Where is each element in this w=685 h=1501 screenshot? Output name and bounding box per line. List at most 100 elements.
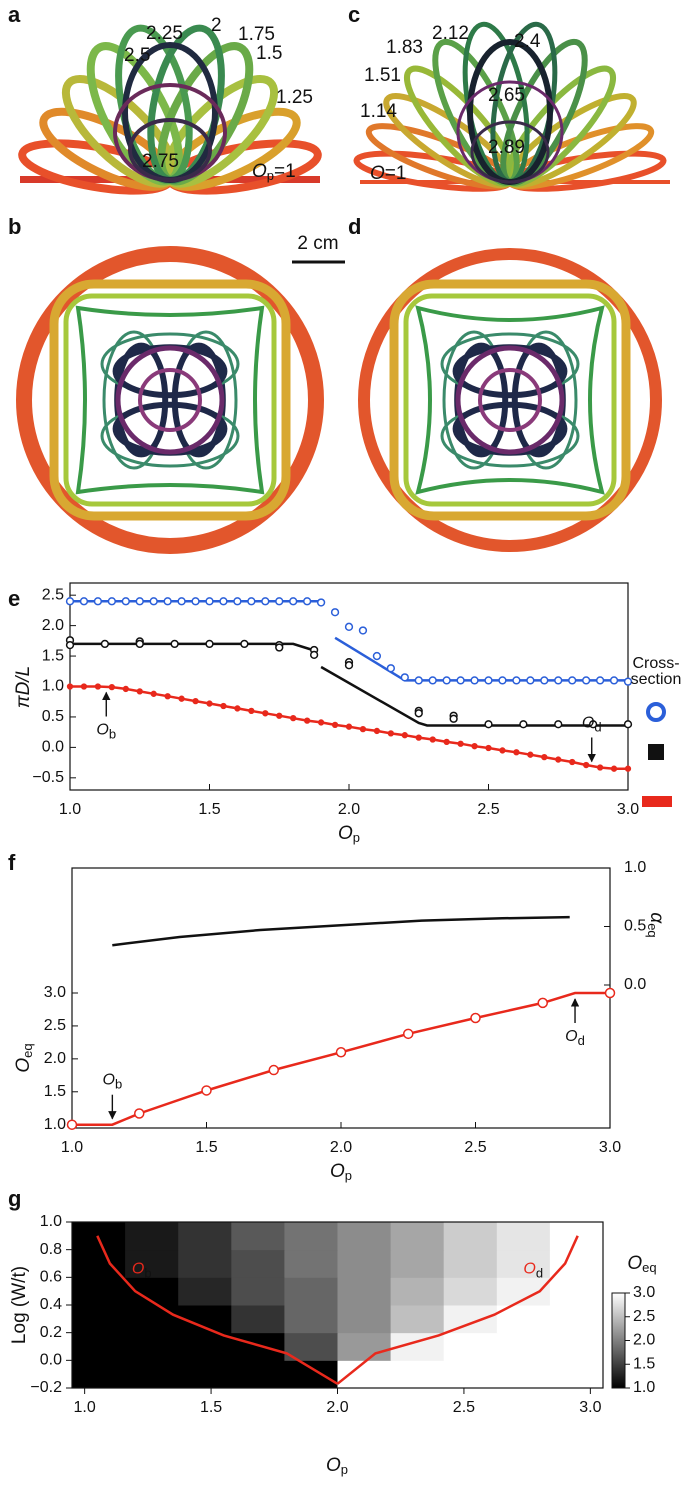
legend-title: section <box>631 671 682 688</box>
data-point <box>192 697 199 705</box>
loop <box>415 305 605 495</box>
heatmap-cell <box>390 1305 445 1334</box>
data-point <box>66 683 74 690</box>
data-point <box>317 719 325 726</box>
data-point <box>344 661 354 670</box>
data-point <box>358 626 368 635</box>
x-tick-label: 2.0 <box>330 1139 352 1156</box>
heatmap-cell <box>496 1360 551 1389</box>
loop <box>115 345 225 455</box>
heatmap-cell <box>231 1249 285 1278</box>
data-point <box>289 597 298 606</box>
data-point <box>526 676 535 685</box>
data-point <box>540 676 549 685</box>
colorbar-tick-label: 1.0 <box>633 1379 655 1396</box>
series-line <box>112 915 570 947</box>
data-point <box>135 639 144 649</box>
y-tick-label: 0.5 <box>42 708 64 725</box>
data-point <box>345 723 353 730</box>
heatmap-cell <box>125 1332 179 1361</box>
y-tick-label: 2.0 <box>44 1050 66 1067</box>
x-tick-label: 2.0 <box>326 1399 348 1416</box>
data-point <box>400 673 409 682</box>
annotation: Od <box>565 1028 585 1048</box>
data-point <box>498 676 507 685</box>
heatmap-cell <box>337 1222 392 1251</box>
data-point <box>150 690 157 697</box>
heatmap-cell <box>549 1277 604 1306</box>
label-main: O <box>103 1072 115 1089</box>
x-tick-label: 2.5 <box>453 1399 475 1416</box>
data-point <box>554 720 563 729</box>
data-point <box>108 683 115 691</box>
data-point <box>484 676 493 685</box>
y-tick-label: 1.5 <box>42 647 64 664</box>
data-point <box>428 676 437 685</box>
data-point <box>443 738 450 746</box>
data-point <box>100 639 110 649</box>
legend-marker <box>646 702 666 722</box>
data-point <box>403 1028 414 1040</box>
heatmap-cell <box>72 1305 126 1334</box>
label-main: O <box>330 1161 345 1182</box>
x-axis-label: Op <box>338 823 360 845</box>
data-point <box>568 676 577 685</box>
heatmap-cell <box>337 1277 392 1306</box>
label-sub: p <box>345 1168 352 1183</box>
data-point <box>457 740 464 747</box>
y-axis-label: πD/L <box>13 666 34 708</box>
x-tick-label: 3.0 <box>599 1139 621 1156</box>
data-point <box>122 685 129 693</box>
data-point <box>537 997 548 1009</box>
data-point <box>414 676 423 685</box>
x-tick-label: 1.0 <box>74 1399 96 1416</box>
label-main: O <box>523 1261 535 1278</box>
data-point <box>595 676 605 685</box>
data-point <box>415 734 422 741</box>
data-point <box>163 597 172 606</box>
data-point <box>94 683 102 690</box>
heatmap-cell <box>284 1222 338 1251</box>
data-point <box>240 639 249 649</box>
data-point <box>470 676 479 685</box>
x-tick-label: 2.0 <box>338 801 360 818</box>
data-point <box>261 597 270 606</box>
label-sub: eq <box>642 1260 656 1275</box>
ring <box>16 246 324 554</box>
y-tick-label: 1.0 <box>42 678 64 695</box>
heatmap-cell <box>178 1332 232 1361</box>
colorbar-tick-label: 2.0 <box>633 1332 655 1349</box>
data-point <box>309 650 319 659</box>
data-point <box>276 712 283 719</box>
y-tick-label: 1.5 <box>44 1083 66 1100</box>
data-point <box>219 597 228 606</box>
panel-label: g <box>8 1186 21 1211</box>
y-tick-label: 0.8 <box>40 1241 62 1258</box>
heatmap-cell <box>231 1305 285 1334</box>
annotation: Ob <box>132 1261 152 1281</box>
x-tick-label: 2.5 <box>477 801 499 818</box>
data-point <box>582 676 591 685</box>
data-point <box>262 710 269 717</box>
y2-tick-label: 0.0 <box>624 976 646 993</box>
heatmap-cell <box>337 1305 392 1334</box>
heatmap-cell <box>443 1332 498 1361</box>
data-point <box>623 720 633 729</box>
data-point <box>135 597 144 606</box>
label-sub: p <box>353 830 360 845</box>
heatmap-cell <box>496 1222 551 1251</box>
boundary-curve <box>336 1235 579 1385</box>
series-line <box>70 642 628 727</box>
heatmap-cell <box>390 1249 445 1278</box>
photo-label: 1.51 <box>364 65 401 86</box>
data-point <box>470 1012 481 1024</box>
label-main: O <box>252 161 267 182</box>
heatmap-cell <box>125 1222 179 1251</box>
heatmap-cell <box>284 1305 338 1334</box>
heatmap-cell <box>125 1249 179 1278</box>
heatmap-cell <box>443 1222 498 1251</box>
data-point <box>456 676 465 685</box>
label-suffix: =1 <box>274 161 296 182</box>
ring <box>358 248 662 552</box>
